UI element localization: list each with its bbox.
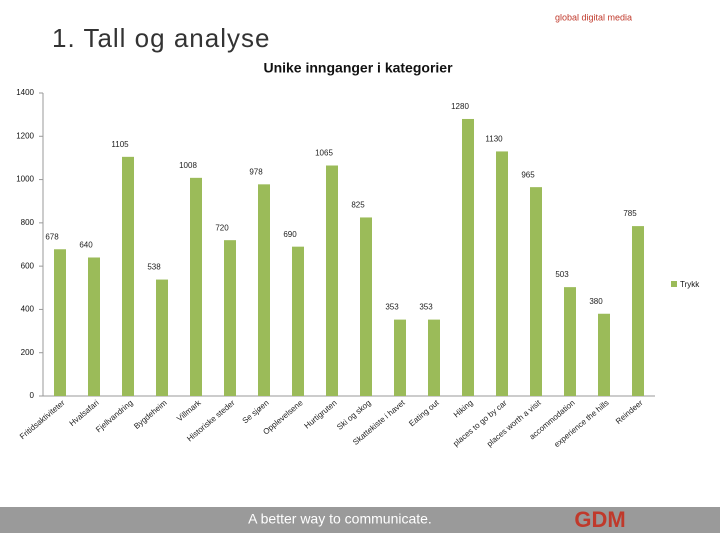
bar	[632, 226, 644, 396]
data-label: 640	[79, 241, 93, 250]
bar	[394, 319, 406, 396]
legend-label: Trykk	[680, 280, 700, 289]
bar	[54, 249, 66, 396]
data-label: 1280	[451, 102, 469, 111]
x-tick-label: Villmark	[175, 398, 203, 424]
y-tick-label: 1400	[16, 88, 34, 97]
data-label: 678	[45, 232, 59, 241]
bar	[598, 313, 610, 396]
footer-bar	[0, 507, 720, 533]
bar	[428, 319, 440, 396]
y-tick-label: 1000	[16, 175, 34, 184]
x-tick-label: Reindeer	[614, 398, 645, 426]
brand: global digital media	[555, 12, 632, 22]
bar	[462, 118, 474, 396]
data-label: 353	[419, 303, 433, 312]
legend-swatch	[671, 281, 677, 287]
x-tick-label: Hiking	[452, 398, 475, 419]
x-tick-label: Fjellvandring	[94, 398, 135, 434]
data-label: 1130	[485, 135, 503, 144]
bar	[190, 177, 202, 396]
bar	[496, 151, 508, 396]
data-label: 978	[249, 167, 263, 176]
bar	[360, 217, 372, 396]
bar	[326, 165, 338, 396]
chart-title: Unike innganger i kategorier	[263, 60, 453, 76]
data-label: 353	[385, 303, 399, 312]
footer-text: A better way to communicate.	[248, 511, 432, 527]
data-label: 690	[283, 230, 297, 239]
bar	[88, 257, 100, 396]
data-label: 1008	[179, 161, 197, 170]
data-label: 720	[215, 223, 229, 232]
y-tick-label: 200	[21, 348, 35, 357]
x-tick-label: Bygdeheim	[132, 398, 169, 431]
logo: GDM	[574, 507, 625, 532]
data-label: 380	[589, 297, 603, 306]
x-tick-label: Eating out	[407, 398, 441, 429]
x-tick-label: Hvalsafari	[68, 398, 101, 428]
data-label: 1065	[315, 149, 333, 158]
data-label: 825	[351, 201, 365, 210]
data-label: 965	[521, 170, 535, 179]
bar	[564, 287, 576, 396]
data-label: 538	[147, 263, 161, 272]
bar	[530, 187, 542, 396]
bar	[258, 184, 270, 396]
x-tick-label: Fritidsaktiviteter	[18, 398, 67, 441]
y-tick-label: 400	[21, 305, 35, 314]
bar	[292, 246, 304, 396]
bar	[122, 156, 134, 396]
x-tick-label: Hurtigruten	[303, 398, 339, 430]
y-tick-label: 1200	[16, 131, 34, 140]
data-label: 785	[623, 209, 637, 218]
y-tick-label: 600	[21, 261, 35, 270]
data-label: 1105	[111, 140, 129, 149]
y-tick-label: 0	[30, 391, 35, 400]
data-label: 503	[555, 270, 569, 279]
slide-title: 1. Tall og analyse	[52, 23, 270, 53]
bar	[156, 279, 168, 396]
bar	[224, 240, 236, 396]
y-tick-label: 800	[21, 218, 35, 227]
x-tick-label: Se sjøen	[241, 398, 271, 425]
